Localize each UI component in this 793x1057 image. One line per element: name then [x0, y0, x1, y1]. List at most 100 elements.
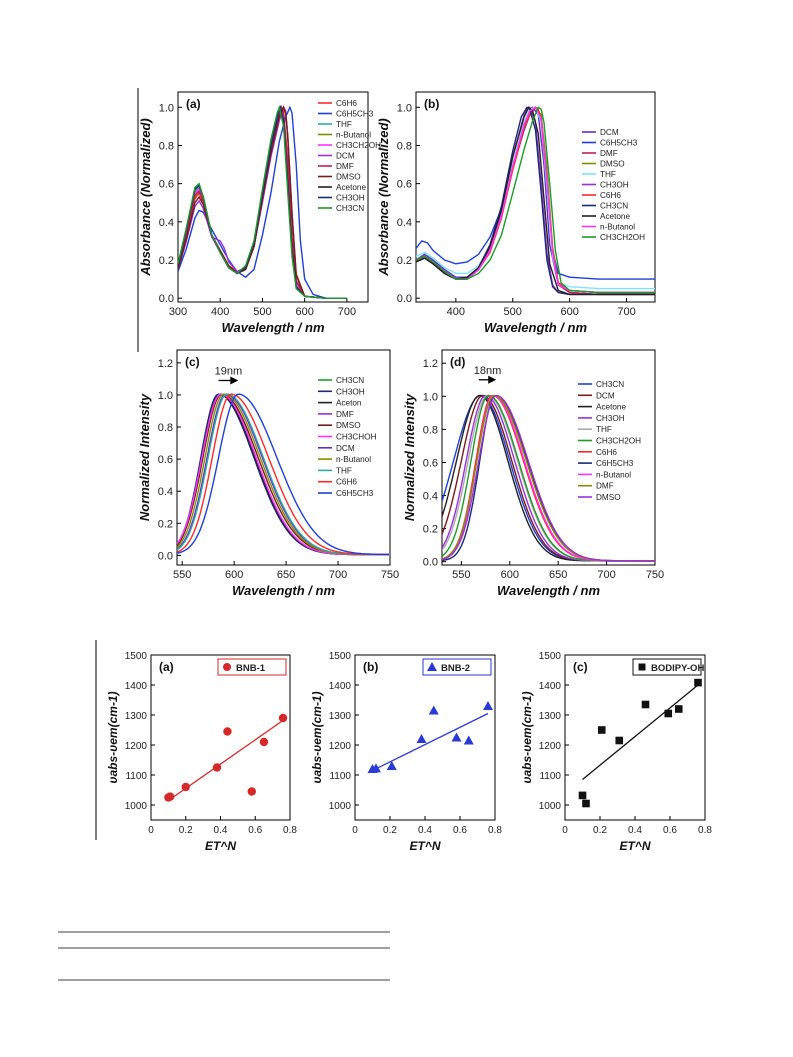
x-tick-label: 600	[560, 306, 578, 318]
y-tick-label: 0.6	[159, 179, 174, 191]
y-tick-label: 1500	[539, 651, 562, 662]
y-tick-label: 0.4	[397, 217, 412, 229]
legend-label: Acetone	[336, 183, 366, 192]
y-tick-label: 1000	[329, 801, 352, 812]
data-point	[165, 792, 175, 801]
legend-label: C6H5CH3	[600, 139, 638, 148]
legend-box	[632, 658, 702, 676]
y-tick-label: 1000	[539, 801, 562, 812]
x-tick-label: 500	[504, 306, 522, 318]
legend-label: CH3CHOH	[336, 433, 377, 442]
chart-panel-5: 0 0.2 0.4 0.6 0.8 1000 1100 1200 1300 1400 1500 ET^…	[310, 651, 502, 853]
plot-frame-3	[441, 349, 656, 566]
data-point	[597, 726, 606, 734]
panel-label: (d)	[450, 355, 465, 369]
x-tick-label: 700	[338, 306, 356, 318]
y-tick-label: 0.8	[397, 140, 412, 152]
series-line	[416, 106, 655, 290]
y-tick-label: 0.0	[159, 293, 174, 305]
data-point	[582, 799, 590, 808]
x-tick-label: 0.2	[383, 825, 397, 836]
legend-label: DCM	[336, 444, 355, 453]
panel-label: (a)	[159, 660, 174, 674]
legend-label: C6H5CH3	[336, 489, 374, 498]
plot-frame-5	[354, 654, 496, 821]
series-line	[416, 106, 655, 296]
y-axis-title: υabs-υem(cm-1)	[106, 691, 120, 783]
x-tick-label: 300	[169, 306, 187, 318]
chart-panel-1: 400 500 600 700 0.0 0.2 0.4 0.6 0.8 1.0 Wavelength…	[376, 91, 656, 335]
x-tick-label: 0.4	[628, 825, 642, 836]
y-tick-label: 1.0	[159, 102, 174, 114]
data-point	[223, 727, 232, 736]
data-point	[371, 763, 381, 773]
shift-annotation: 18nm	[474, 365, 502, 377]
y-tick-label: 1200	[125, 741, 148, 752]
data-point	[386, 761, 397, 770]
legend-box	[422, 658, 492, 676]
legend-label: DMSO	[336, 173, 361, 182]
x-tick-label: 500	[253, 306, 271, 318]
data-point	[641, 700, 650, 709]
legend-label: DCM	[596, 391, 615, 400]
legend-label: DMF	[336, 410, 354, 419]
x-tick-label: 0	[148, 825, 154, 836]
shift-annotation: 19nm	[215, 365, 243, 377]
x-tick-label: 400	[211, 306, 229, 318]
x-tick-label: 0.6	[453, 825, 467, 836]
legend-label: BNB-1	[236, 663, 266, 674]
plot-frame-0	[177, 91, 369, 303]
legend-label: CH3CH2OH	[336, 141, 381, 150]
legend-marker	[223, 663, 231, 671]
x-tick-label: 0.8	[698, 825, 712, 836]
series-group	[442, 394, 655, 562]
data-point	[181, 782, 190, 792]
y-tick-label: 1000	[125, 801, 148, 812]
y-tick-label: 1200	[329, 741, 352, 752]
chart-panel-6: 0 0.2 0.4 0.6 0.8 1000 1100 1200 1300 1400 1500 ET^…	[520, 651, 712, 853]
y-tick-label: 0.2	[397, 255, 412, 267]
figure-panels: 300 400 500 600 700 0.0 0.2 0.4 0.6 0.8 1.0 Wavelen…	[106, 91, 712, 853]
legend-label: DMF	[336, 162, 354, 171]
x-tick-label: 0.4	[418, 825, 432, 836]
panel-label: (b)	[363, 660, 378, 674]
data-point	[212, 763, 222, 772]
legend-label: CH3CN	[600, 202, 628, 211]
x-axis-title: Wavelength / nm	[484, 320, 587, 335]
legend-label: CH3CN	[336, 204, 364, 213]
plot-frame-1	[415, 91, 656, 303]
y-tick-label: 0.6	[158, 454, 173, 466]
x-tick-label: 700	[329, 569, 347, 581]
data-point	[278, 713, 288, 723]
legend-label: C6H6	[336, 99, 357, 108]
x-tick-label: 700	[617, 306, 635, 318]
legend-label: C6H6	[336, 478, 357, 487]
x-axis-title: ET^N	[409, 839, 440, 853]
legend-label: Acetone	[596, 403, 626, 412]
y-tick-label: 1400	[125, 681, 148, 692]
y-tick-label: 1.2	[158, 358, 173, 370]
y-tick-label: 0.2	[159, 255, 174, 267]
data-point	[428, 705, 439, 715]
x-tick-label: 0.4	[214, 825, 228, 836]
y-tick-label: 0.6	[423, 457, 438, 469]
x-tick-label: 0	[352, 825, 358, 836]
data-point	[578, 791, 587, 800]
legend-label: THF	[600, 170, 616, 179]
y-tick-label: 0.0	[397, 293, 412, 305]
y-axis-title: υabs-υem(cm-1)	[310, 691, 324, 783]
y-axis-title: Normalized Intensity	[137, 393, 152, 521]
panel-label: (a)	[186, 97, 201, 111]
x-tick-label: 600	[225, 569, 243, 581]
x-axis-title: Wavelength / nm	[232, 583, 335, 598]
series-line	[177, 393, 389, 556]
x-tick-label: 600	[501, 569, 519, 581]
legend-label: C6H6	[596, 448, 617, 457]
x-tick-label: 550	[173, 569, 191, 581]
y-tick-label: 1400	[539, 681, 562, 692]
data-point	[259, 737, 269, 747]
chart-panel-2: 550 600 650 700 750 0.0 0.2 0.4 0.6 0.8 1.0 1.2 Wave…	[137, 349, 399, 598]
y-axis-title: Normalized Intensity	[402, 393, 417, 521]
legend-label: DCM	[336, 152, 355, 161]
